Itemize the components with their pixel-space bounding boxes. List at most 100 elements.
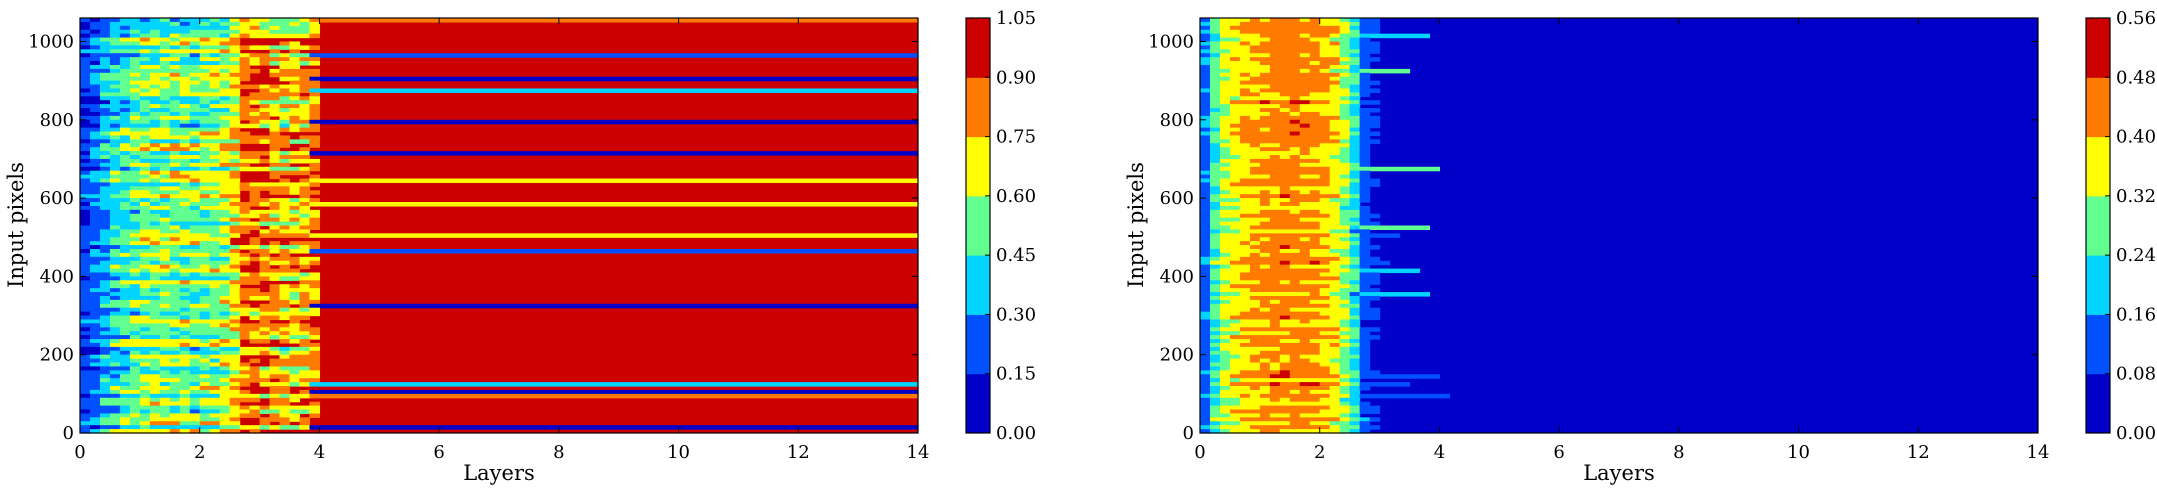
heatmap-cell bbox=[139, 147, 151, 152]
heatmap-cell bbox=[199, 315, 211, 321]
heatmap-cell bbox=[279, 178, 291, 184]
heatmap-cell bbox=[209, 268, 221, 274]
heatmap-cell bbox=[1349, 198, 1361, 203]
heatmap-cell bbox=[219, 335, 241, 340]
heatmap-cell bbox=[80, 147, 91, 152]
heatmap-cell bbox=[1349, 260, 1361, 266]
heatmap-cell bbox=[1229, 280, 1261, 285]
heatmap-cell bbox=[239, 57, 251, 62]
heatmap-cell bbox=[1339, 96, 1351, 101]
heatmap-cell bbox=[1359, 123, 1381, 129]
heatmap-cell bbox=[1279, 245, 1291, 250]
heatmap-cell bbox=[279, 115, 291, 121]
heatmap-cell bbox=[239, 151, 271, 156]
heatmap-cell bbox=[139, 135, 151, 140]
heatmap-cell bbox=[259, 268, 301, 274]
heatmap-cell bbox=[80, 288, 91, 293]
heatmap-cell bbox=[1319, 190, 1341, 195]
heatmap-cell bbox=[1359, 29, 1381, 35]
heatmap-cell bbox=[249, 57, 261, 62]
heatmap-cell bbox=[80, 413, 101, 418]
heatmap-cell bbox=[1209, 303, 1221, 309]
heatmap-cell bbox=[1279, 397, 1291, 403]
heatmap-cell bbox=[1359, 209, 1371, 215]
heatmap-cell bbox=[159, 237, 171, 242]
heatmap-cell bbox=[279, 346, 291, 352]
heatmap-cell bbox=[139, 268, 151, 274]
heatmap-cell bbox=[229, 135, 291, 140]
heatmap-cell bbox=[219, 151, 231, 156]
heatmap-cell bbox=[1209, 335, 1221, 340]
heatmap-cell bbox=[1279, 155, 1291, 160]
heatmap-cell bbox=[129, 115, 141, 121]
heatmap-cell bbox=[129, 252, 141, 258]
heatmap-cell bbox=[119, 100, 131, 105]
heatmap-cell bbox=[289, 198, 301, 203]
heatmap-cell bbox=[249, 45, 271, 50]
heatmap-cell bbox=[239, 362, 251, 368]
heatmap-cell bbox=[1339, 108, 1351, 113]
heatmap-cell bbox=[1259, 386, 1271, 391]
heatmap-cell bbox=[129, 61, 141, 66]
heatmap-cell bbox=[1299, 151, 1311, 156]
heatmap-cell bbox=[80, 292, 111, 297]
heatmap-cell bbox=[80, 397, 101, 403]
heatmap-cell bbox=[239, 104, 251, 109]
heatmap-cell bbox=[259, 315, 281, 321]
heatmap-cell bbox=[289, 225, 301, 231]
heatmap-cell bbox=[199, 104, 211, 109]
heatmap-cell bbox=[239, 139, 261, 144]
heatmap-cell bbox=[289, 299, 301, 305]
colorbar-segment bbox=[2086, 373, 2110, 434]
heatmap-cell bbox=[1239, 401, 1341, 407]
heatmap-cell bbox=[1299, 354, 1341, 360]
heatmap-cell bbox=[309, 21, 321, 27]
heatmap-cell bbox=[309, 284, 321, 289]
heatmap-cell bbox=[139, 155, 171, 160]
heatmap-cell bbox=[119, 264, 141, 270]
heatmap-cell bbox=[249, 53, 271, 58]
heatmap-cell bbox=[299, 272, 311, 277]
heatmap-cell bbox=[269, 331, 281, 336]
heatmap-cell bbox=[109, 68, 121, 74]
heatmap-cell bbox=[1200, 382, 1211, 387]
heatmap-cell bbox=[1200, 213, 1211, 219]
heatmap-cell bbox=[99, 115, 111, 121]
heatmap-cell bbox=[179, 186, 201, 191]
heatmap-cell bbox=[129, 311, 141, 317]
heatmap-cell bbox=[149, 190, 181, 195]
heatmap-cell bbox=[99, 229, 121, 234]
colorbar-tick-label: 0.90 bbox=[996, 67, 1036, 88]
heatmap-cell bbox=[229, 131, 251, 137]
heatmap-cell bbox=[1209, 198, 1241, 203]
heatmap-cell bbox=[89, 41, 111, 47]
heatmap-cell bbox=[1359, 80, 1381, 86]
heatmap-cell bbox=[1239, 311, 1321, 317]
heatmap-cell bbox=[239, 53, 251, 58]
heatmap-cell bbox=[1339, 202, 1351, 207]
heatmap-cell bbox=[259, 307, 281, 313]
heatmap-cell bbox=[1339, 237, 1351, 242]
heatmap-cell bbox=[1239, 21, 1321, 27]
heatmap-cell bbox=[289, 284, 301, 289]
heatmap-cell bbox=[249, 295, 271, 301]
heatmap-cell bbox=[109, 178, 121, 184]
heatmap-cell bbox=[1209, 166, 1221, 172]
heatmap-cell bbox=[89, 147, 101, 152]
heatmap-cell bbox=[269, 425, 281, 430]
heatmap-cell bbox=[239, 350, 261, 356]
heatmap-cell bbox=[169, 37, 181, 43]
heatmap-cell bbox=[1259, 147, 1291, 152]
heatmap-cell bbox=[229, 202, 261, 207]
heatmap-cell bbox=[289, 80, 321, 86]
heatmap-cell bbox=[179, 92, 241, 97]
heatmap-cell bbox=[169, 151, 181, 156]
x-axis-label-left: Layers bbox=[463, 461, 535, 485]
heatmap-cell bbox=[219, 393, 261, 399]
heatmap-cell bbox=[99, 350, 111, 356]
heatmap-cell bbox=[269, 155, 281, 160]
heatmap-cell bbox=[1200, 323, 1211, 328]
heatmap-cell bbox=[129, 135, 141, 140]
heatmap-cell bbox=[1209, 29, 1221, 35]
